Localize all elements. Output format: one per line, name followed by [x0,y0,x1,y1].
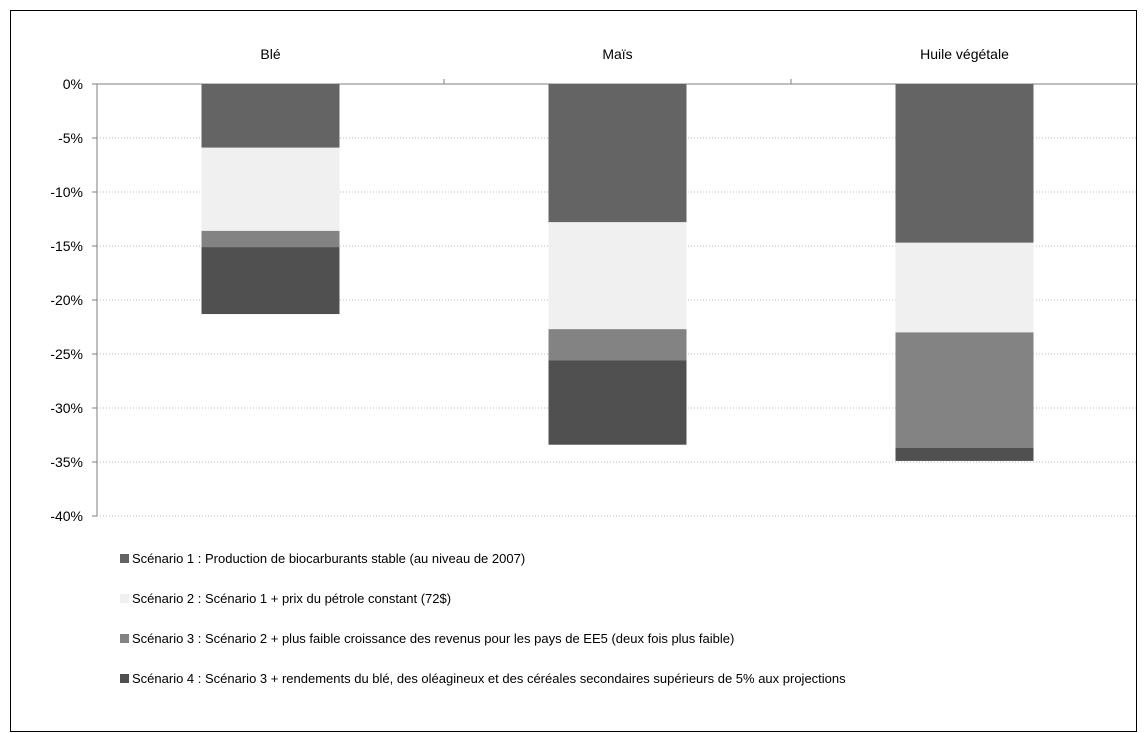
chart-plot: Blé Maïs Huile végétale 0% -5% -10% -15% -20% -… [50,46,1138,524]
y-tick-labels: 0% -5% -10% -15% -20% -25% -30% -35% -40% [50,76,83,524]
bar-segment [895,332,1034,448]
legend-item: Scénario 2 : Scénario 1 + prix du pétrol… [120,591,451,606]
bar-segment [201,147,340,231]
legend-label: Scénario 3 : Scénario 2 + plus faible cr… [132,631,735,646]
bar-segment [201,230,340,248]
legend-label: Scénario 1 : Production de biocarburants… [132,551,526,566]
y-tick-label: -5% [58,130,83,146]
y-tick-label: -35% [50,454,83,470]
bars [201,84,1034,461]
y-tick-label: -25% [50,346,83,362]
category-label: Huile végétale [920,46,1009,62]
bar-segment [201,247,340,315]
y-tick-label: -20% [50,292,83,308]
bar-segment [895,84,1034,243]
bar-segment [548,222,687,330]
legend-label: Scénario 2 : Scénario 1 + prix du pétrol… [132,591,452,606]
bar-segment [548,329,687,361]
bar-segment [548,84,687,223]
y-tick-label: 0% [63,76,83,92]
category-labels: Blé Maïs Huile végétale [260,46,1009,62]
legend-swatch [120,594,129,603]
y-tick-label: -30% [50,400,83,416]
bar-segment [895,447,1034,461]
legend-swatch [120,674,129,683]
legend-item: Scénario 1 : Production de biocarburants… [120,551,525,566]
chart-frame: Blé Maïs Huile végétale 0% -5% -10% -15% -20% -… [10,10,1138,732]
legend-swatch [120,634,129,643]
bar-segment [548,360,687,445]
bar-segment [895,242,1034,333]
legend-swatch [120,554,129,563]
category-label: Maïs [602,46,632,62]
y-tick-label: -15% [50,238,83,254]
category-label: Blé [260,46,280,62]
y-tick-label: -40% [50,508,83,524]
legend-item: Scénario 3 : Scénario 2 + plus faible cr… [120,631,734,646]
y-tick-label: -10% [50,184,83,200]
legend-item: Scénario 4 : Scénario 3 + rendements du … [120,671,846,686]
bar-segment [201,84,340,148]
legend-label: Scénario 4 : Scénario 3 + rendements du … [132,671,846,686]
